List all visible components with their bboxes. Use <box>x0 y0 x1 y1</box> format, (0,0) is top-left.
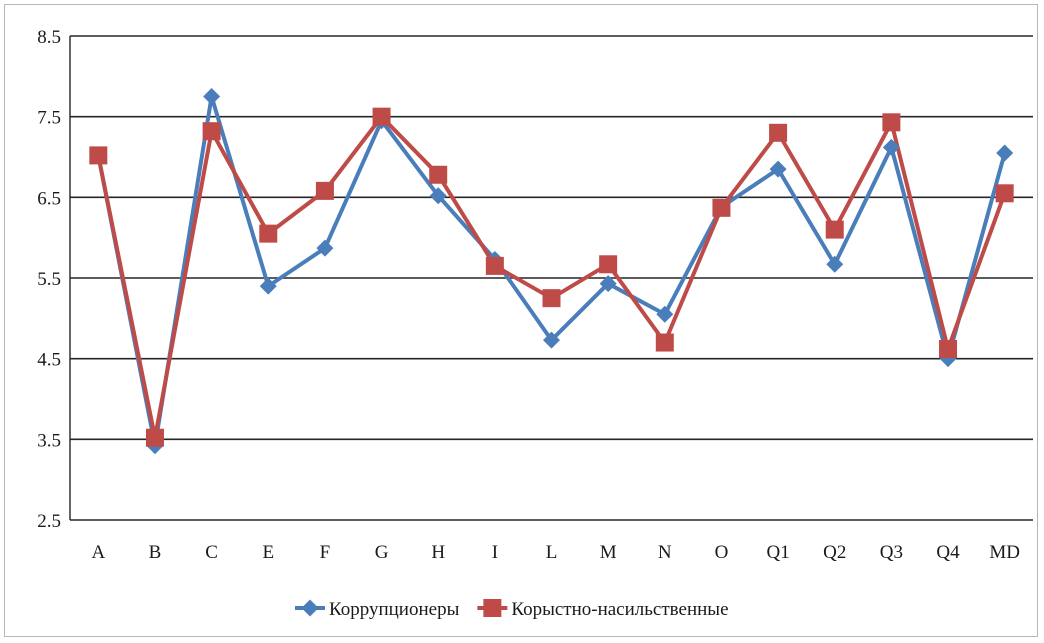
data-point-series-2 <box>655 333 674 352</box>
x-tick-label: M <box>600 542 617 563</box>
x-tick-label: G <box>375 542 389 563</box>
data-point-series-1 <box>203 88 221 105</box>
legend-marker-1 <box>301 599 319 617</box>
data-point-series-2 <box>372 107 391 126</box>
y-tick-label: 3.5 <box>37 430 61 451</box>
x-tick-label: Q2 <box>823 542 846 563</box>
data-point-series-1 <box>429 187 447 205</box>
data-point-series-2 <box>882 113 901 132</box>
y-tick-label: 6.5 <box>37 188 61 209</box>
x-tick-label: Q3 <box>880 542 903 563</box>
data-point-series-2 <box>599 255 618 274</box>
data-point-series-1 <box>769 160 787 178</box>
x-tick-label: H <box>431 542 445 563</box>
data-point-series-1 <box>996 144 1014 162</box>
data-point-series-1 <box>826 255 844 273</box>
legend: Коррупционеры Корыстно-насильственные <box>295 599 729 620</box>
data-point-series-1 <box>599 275 617 293</box>
series-line-1 <box>96 94 1007 448</box>
data-point-series-1 <box>316 239 334 257</box>
x-tick-label: L <box>546 542 558 563</box>
x-tick-label: I <box>492 542 498 563</box>
x-tick-label: O <box>715 542 729 563</box>
data-point-series-2 <box>939 339 958 358</box>
data-point-series-2 <box>485 256 504 275</box>
y-tick-label: 4.5 <box>37 350 61 371</box>
data-point-series-2 <box>542 289 561 308</box>
x-tick-label: N <box>658 542 672 563</box>
data-point-series-2 <box>89 146 108 165</box>
data-point-series-2 <box>712 198 731 217</box>
data-point-series-2 <box>202 122 221 141</box>
x-tick-label: C <box>205 542 218 563</box>
x-tick-label: Q4 <box>936 542 960 563</box>
data-point-series-2 <box>429 165 448 184</box>
y-tick-label: 2.5 <box>37 511 61 532</box>
data-point-series-1 <box>259 277 277 295</box>
data-point-series-2 <box>145 428 164 447</box>
series-lines <box>96 94 1007 448</box>
data-point-series-2 <box>825 220 844 239</box>
x-tick-label: MD <box>989 542 1020 563</box>
legend-label-2: Корыстно-насильственные <box>511 599 728 620</box>
x-tick-label: F <box>320 542 331 563</box>
gridlines <box>70 35 1033 521</box>
data-point-series-2 <box>995 184 1014 203</box>
y-tick-label: 8.5 <box>37 27 61 48</box>
data-point-series-1 <box>882 138 900 156</box>
x-tick-label: E <box>262 542 274 563</box>
legend-marker-2 <box>483 599 502 617</box>
x-axis: A B C E F G H I L M N O Q1 Q2 Q3 Q4 MD <box>91 542 1020 563</box>
y-tick-label: 7.5 <box>37 108 61 129</box>
x-tick-label: A <box>91 542 105 563</box>
data-point-series-1 <box>656 305 674 323</box>
x-tick-label: Q1 <box>766 542 789 563</box>
data-point-series-2 <box>769 123 788 142</box>
data-point-series-1 <box>543 331 560 349</box>
data-point-series-2 <box>259 224 278 243</box>
series-markers <box>89 88 1014 455</box>
x-tick-label: B <box>149 542 162 563</box>
y-axis: 8.5 7.5 6.5 5.5 4.5 3.5 2.5 <box>37 27 71 532</box>
y-tick-label: 5.5 <box>37 269 61 290</box>
legend-label-1: Коррупционеры <box>329 599 460 620</box>
data-point-series-2 <box>315 181 334 200</box>
